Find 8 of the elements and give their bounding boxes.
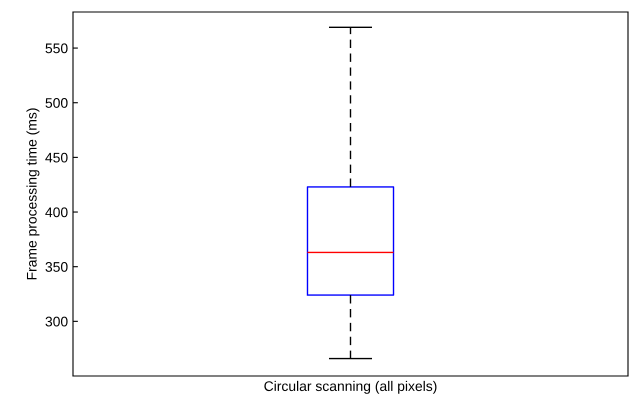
y-tick-label: 550	[46, 43, 68, 54]
y-tick-label: 450	[45, 152, 68, 163]
x-tick-label: Circular scanning (all pixels)	[264, 380, 436, 394]
y-tick-label: 400	[45, 207, 68, 218]
y-tick-label: 300	[46, 316, 68, 327]
y-axis-title: Frame processing time (ms)	[26, 108, 40, 280]
y-tick-label: 500	[46, 98, 68, 108]
y-tick-label: 350	[46, 262, 68, 272]
